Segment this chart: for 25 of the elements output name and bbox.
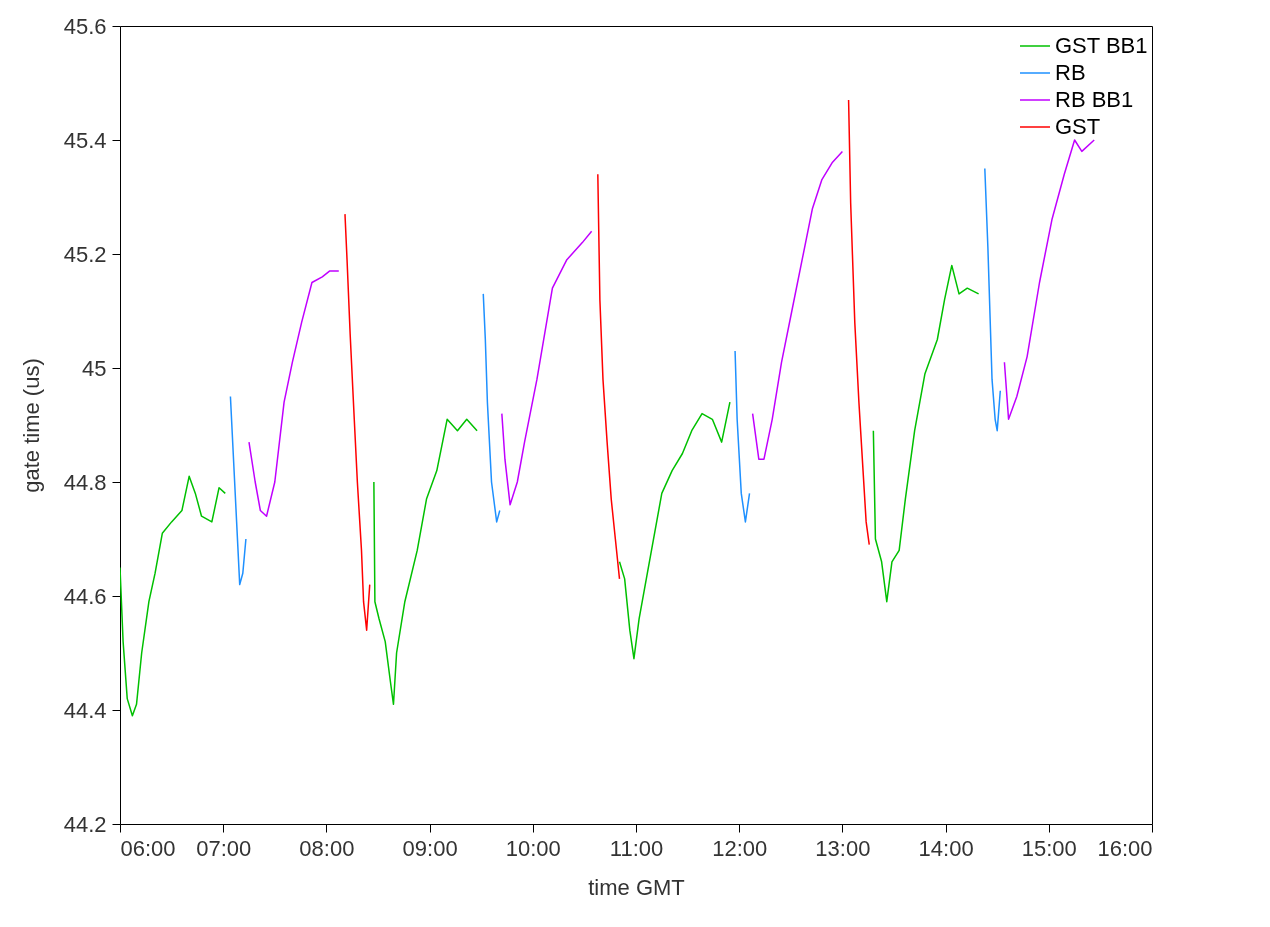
x-tick-label: 09:00 <box>402 835 458 861</box>
y-tick-label: 45 <box>82 355 107 381</box>
y-tick-label: 45.2 <box>63 241 107 267</box>
x-tick-label: 07:00 <box>196 835 252 861</box>
y-tick-label: 45.6 <box>63 13 107 39</box>
y-tick-label: 44.4 <box>63 697 107 723</box>
x-tick-label: 14:00 <box>918 835 974 861</box>
y-axis-title: gate time (us) <box>18 358 44 493</box>
y-tick-label: 45.4 <box>63 127 107 153</box>
x-tick-label: 06:00 <box>120 835 176 861</box>
x-tick-label: 16:00 <box>1097 835 1153 861</box>
y-tick-label: 44.6 <box>63 583 107 609</box>
x-tick-label: 11:00 <box>609 835 664 861</box>
legend-label: RB <box>1055 60 1086 85</box>
x-tick-label: 15:00 <box>1021 835 1077 861</box>
x-tick-label: 12:00 <box>712 835 768 861</box>
x-tick-label: 08:00 <box>299 835 355 861</box>
x-tick-label: 10:00 <box>505 835 561 861</box>
y-tick-label: 44.8 <box>63 469 107 495</box>
legend-label: GST <box>1055 114 1101 139</box>
legend-label: RB BB1 <box>1055 87 1134 112</box>
x-tick-label: 13:00 <box>815 835 871 861</box>
y-tick-label: 44.2 <box>63 811 107 837</box>
legend-label: GST BB1 <box>1055 33 1148 58</box>
x-axis-title: time GMT <box>588 874 685 900</box>
